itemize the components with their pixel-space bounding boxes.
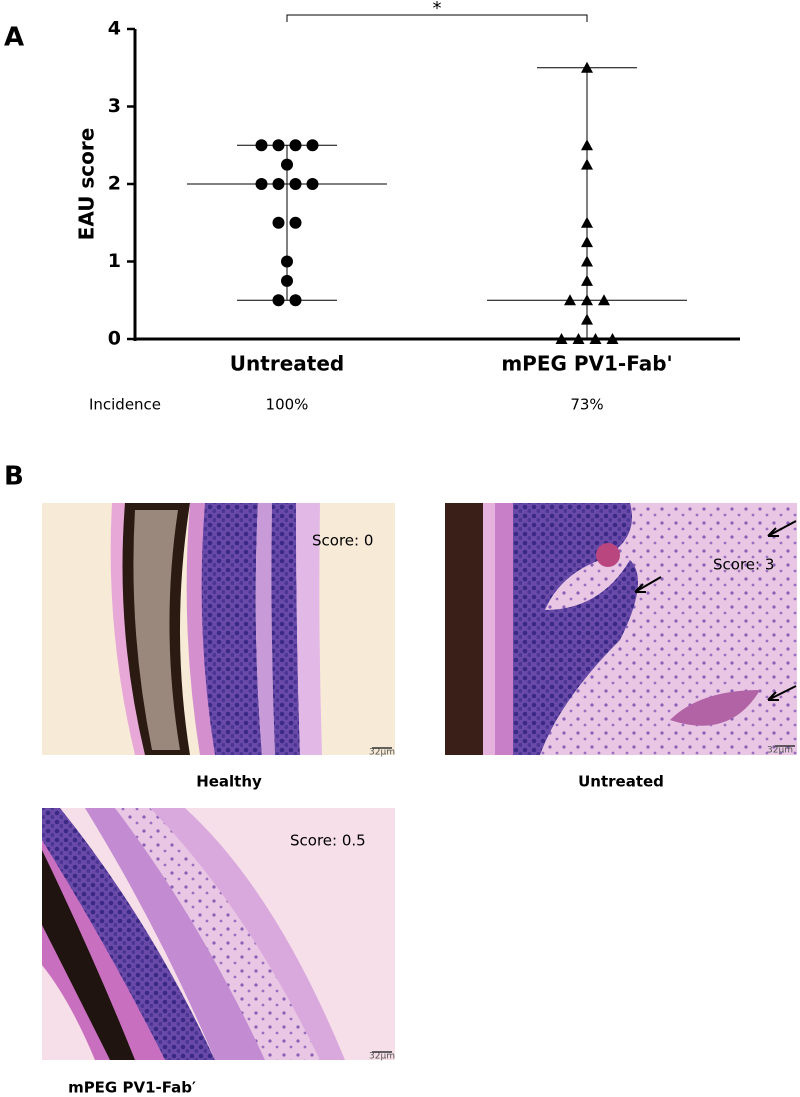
panel-label: B bbox=[4, 462, 24, 492]
data-point bbox=[306, 178, 319, 190]
image-caption: Untreated bbox=[578, 773, 664, 791]
data-point bbox=[255, 139, 268, 152]
incidence-label: Incidence bbox=[89, 396, 161, 414]
x-tick-label: mPEG PV1-Fab' bbox=[501, 352, 672, 376]
score-label: Score: 3 bbox=[713, 556, 774, 574]
data-point bbox=[306, 139, 319, 152]
data-point bbox=[581, 158, 593, 170]
significance-bracket bbox=[286, 14, 588, 22]
data-point bbox=[272, 178, 285, 190]
data-point bbox=[272, 139, 285, 152]
data-point bbox=[281, 255, 293, 268]
data-point bbox=[289, 216, 302, 229]
score-label: Score: 0.5 bbox=[290, 832, 366, 850]
data-point bbox=[598, 294, 610, 306]
scale-bar-label: 32µm bbox=[369, 748, 395, 758]
data-point bbox=[581, 61, 593, 73]
score-label: Score: 0 bbox=[312, 532, 373, 550]
x-tick-label: Untreated bbox=[230, 352, 344, 376]
data-point bbox=[581, 313, 593, 325]
data-point bbox=[589, 333, 602, 344]
image-caption: mPEG PV1-Fab′ bbox=[68, 1079, 196, 1097]
y-tick-label: 4 bbox=[108, 18, 121, 40]
scale-bar-label: 32µm bbox=[767, 746, 793, 756]
data-point bbox=[281, 158, 293, 171]
y-tick-label: 2 bbox=[108, 173, 121, 195]
data-point bbox=[289, 294, 302, 307]
data-point bbox=[289, 178, 302, 190]
y-axis-label: EAU score bbox=[75, 128, 99, 241]
y-tick-label: 3 bbox=[108, 95, 121, 117]
data-point bbox=[272, 294, 285, 307]
y-tick-label: 1 bbox=[108, 250, 121, 272]
data-point bbox=[564, 294, 576, 306]
incidence-value: 100% bbox=[266, 396, 309, 414]
data-point bbox=[581, 294, 593, 306]
histology-image bbox=[445, 503, 797, 755]
histology-image bbox=[42, 808, 395, 1060]
histology-image bbox=[42, 503, 395, 755]
significance-label: * bbox=[433, 0, 442, 19]
data-point bbox=[581, 274, 593, 286]
data-point bbox=[581, 139, 593, 151]
dot-plot: 0 1 2 3 4 EAU score Untreated mPEG PV1-Fab' * bbox=[75, 0, 740, 376]
data-point bbox=[272, 216, 285, 229]
data-point bbox=[581, 255, 593, 267]
data-point bbox=[581, 236, 593, 248]
data-point bbox=[555, 333, 568, 344]
data-point bbox=[289, 139, 302, 152]
incidence-value: 73% bbox=[570, 396, 603, 414]
panel-label: A bbox=[4, 23, 24, 53]
data-point bbox=[606, 333, 619, 344]
data-point bbox=[281, 274, 293, 287]
scale-bar-label: 32µm bbox=[369, 1052, 395, 1062]
data-point bbox=[255, 178, 268, 190]
image-caption: Healthy bbox=[196, 773, 262, 791]
y-tick-label: 0 bbox=[108, 328, 121, 350]
data-point bbox=[581, 216, 593, 228]
data-point bbox=[572, 333, 585, 344]
